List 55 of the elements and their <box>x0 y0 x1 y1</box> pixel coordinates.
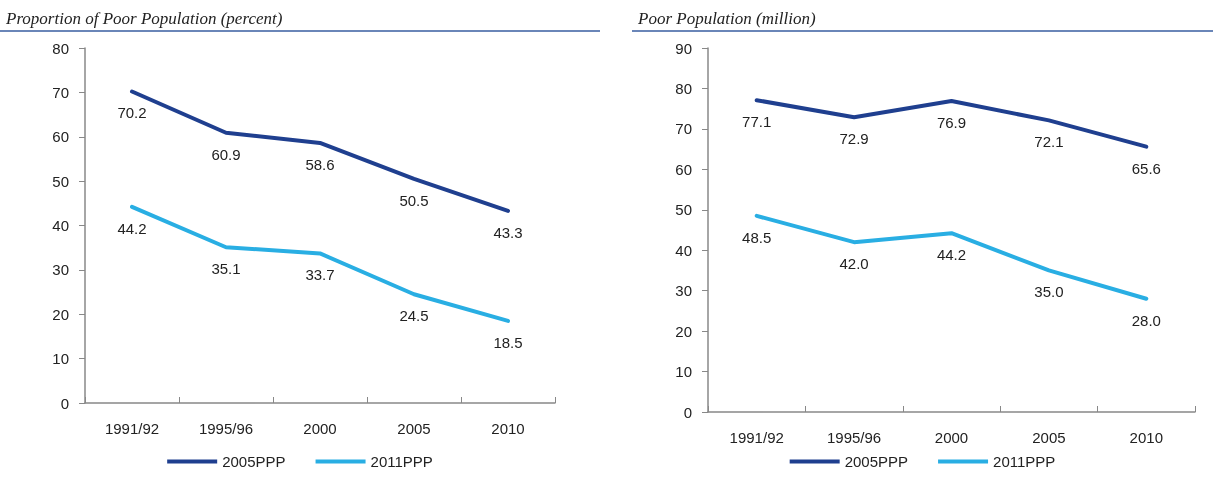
x-tick-label: 2005 <box>1032 429 1066 446</box>
data-label: 43.3 <box>493 223 523 241</box>
data-label: 44.2 <box>117 219 147 237</box>
legend-label: 2005PPP <box>222 453 286 470</box>
legend-label: 2005PPP <box>844 453 909 470</box>
data-label: 35.0 <box>1034 283 1064 301</box>
x-tick-label: 1995/96 <box>826 429 882 446</box>
data-label: 72.1 <box>1034 133 1064 151</box>
chart-title: Proportion of Poor Population (percent) <box>0 8 600 32</box>
data-label: 70.2 <box>117 104 147 122</box>
chart-title: Poor Population (million) <box>632 8 1213 32</box>
data-label: 50.5 <box>399 191 429 209</box>
data-label: 77.1 <box>742 113 772 131</box>
data-label: 76.9 <box>936 113 967 131</box>
y-tick-label: 80 <box>52 39 69 57</box>
y-tick-label: 80 <box>675 79 692 97</box>
x-tick-label: 2000 <box>303 420 337 437</box>
y-tick-label: 60 <box>675 160 692 178</box>
y-tick-label: 30 <box>52 261 69 279</box>
x-tick-label: 2005 <box>397 420 431 437</box>
legend-label: 2011PPP <box>993 453 1056 470</box>
x-tick-label: 2010 <box>491 420 525 437</box>
y-tick-label: 0 <box>683 403 692 421</box>
y-tick-label: 20 <box>675 322 692 340</box>
y-tick-label: 50 <box>52 172 69 190</box>
y-tick-label: 60 <box>52 128 69 146</box>
data-label: 58.6 <box>305 155 335 173</box>
data-label: 18.5 <box>493 333 523 351</box>
y-tick-label: 40 <box>52 217 69 234</box>
data-label: 72.9 <box>839 130 869 148</box>
data-label: 65.6 <box>1131 159 1161 177</box>
x-tick-label: 2000 <box>934 429 969 446</box>
data-label: 42.0 <box>839 255 869 273</box>
y-tick-label: 10 <box>675 363 692 381</box>
y-tick-label: 70 <box>675 120 692 138</box>
x-tick-label: 1995/96 <box>198 420 254 437</box>
y-tick-label: 20 <box>52 305 69 323</box>
data-label: 33.7 <box>305 266 335 284</box>
y-tick-label: 0 <box>60 394 69 412</box>
y-tick-label: 50 <box>675 201 692 219</box>
legend-label: 2011PPP <box>370 453 433 470</box>
data-label: 60.9 <box>211 145 241 163</box>
y-tick-label: 10 <box>52 350 69 368</box>
data-label: 48.5 <box>742 228 772 246</box>
x-tick-label: 2010 <box>1129 429 1163 446</box>
y-tick-label: 30 <box>675 282 692 300</box>
data-label: 28.0 <box>1131 311 1161 329</box>
y-tick-label: 90 <box>675 39 692 57</box>
data-label: 35.1 <box>211 260 241 278</box>
data-label: 44.2 <box>936 246 967 264</box>
data-label: 24.5 <box>399 307 429 325</box>
y-tick-label: 40 <box>675 241 692 259</box>
x-tick-label: 1991/92 <box>104 420 160 437</box>
y-tick-label: 70 <box>52 83 69 101</box>
x-tick-label: 1991/92 <box>729 429 784 446</box>
